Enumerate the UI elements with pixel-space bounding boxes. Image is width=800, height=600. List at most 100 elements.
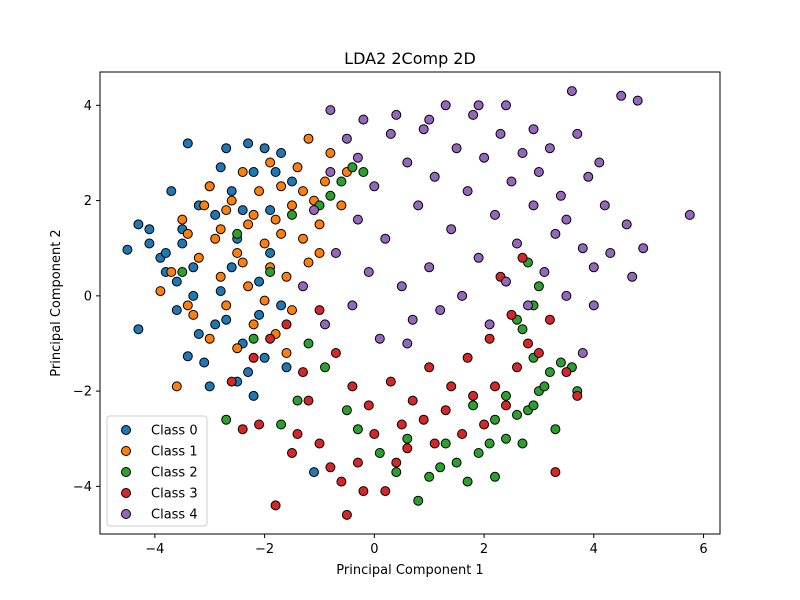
data-point <box>446 381 457 392</box>
data-point <box>374 448 385 458</box>
data-point <box>171 381 182 392</box>
legend-box <box>106 415 208 527</box>
data-point <box>550 228 561 239</box>
data-point <box>292 395 303 406</box>
data-point <box>440 438 451 449</box>
data-point <box>457 429 468 439</box>
data-point <box>298 281 308 292</box>
data-point <box>270 214 281 225</box>
data-point <box>182 138 193 149</box>
data-point <box>424 471 435 482</box>
data-point <box>248 167 259 177</box>
data-point <box>358 114 369 125</box>
data-point <box>215 224 226 235</box>
data-point <box>369 429 380 439</box>
data-point <box>528 124 539 135</box>
data-point <box>287 176 297 187</box>
data-point <box>276 228 287 239</box>
data-point <box>523 300 533 311</box>
data-point <box>177 238 188 249</box>
data-point <box>588 300 599 311</box>
data-point <box>594 157 605 168</box>
data-point <box>424 362 435 373</box>
data-point <box>188 290 199 301</box>
data-point <box>490 414 500 425</box>
data-point <box>446 224 457 235</box>
data-point <box>325 190 336 201</box>
data-point <box>402 157 413 168</box>
data-point <box>501 276 511 287</box>
data-point <box>479 152 490 163</box>
data-point <box>303 257 314 268</box>
data-point <box>550 424 561 435</box>
data-point <box>544 143 555 154</box>
data-point <box>270 167 281 177</box>
data-point <box>160 248 171 258</box>
data-point <box>495 128 506 139</box>
data-point <box>462 186 473 197</box>
data-point <box>314 248 325 258</box>
data-point <box>539 381 550 392</box>
legend-label: Class 3 <box>151 487 198 502</box>
data-point <box>561 290 572 301</box>
data-point <box>265 248 276 258</box>
data-point <box>259 295 270 306</box>
data-point <box>259 143 270 154</box>
x-tick-label: 6 <box>699 542 707 557</box>
data-point <box>199 357 210 368</box>
data-point <box>341 405 352 416</box>
x-axis-label: Principal Component 1 <box>336 563 483 578</box>
data-point <box>243 367 254 378</box>
data-point <box>528 200 539 211</box>
data-point <box>325 105 336 116</box>
data-point <box>566 86 577 97</box>
data-point <box>303 395 314 406</box>
data-point <box>314 438 325 449</box>
data-point <box>215 271 226 282</box>
data-point <box>501 400 511 411</box>
y-tick-label: −2 <box>73 385 92 400</box>
data-point <box>539 267 550 277</box>
data-point <box>144 238 155 249</box>
data-point <box>221 414 232 425</box>
data-point <box>314 305 325 316</box>
data-point <box>402 443 413 454</box>
data-point <box>484 333 495 344</box>
data-point <box>210 319 221 330</box>
y-axis: −4 −2 0 2 4 <box>73 99 100 495</box>
data-point <box>391 467 402 478</box>
data-point <box>512 362 522 373</box>
data-point <box>632 95 643 106</box>
data-point <box>374 333 385 344</box>
x-tick-label: 2 <box>480 542 488 557</box>
data-point <box>533 348 544 358</box>
data-point <box>572 390 583 401</box>
data-point <box>561 214 572 225</box>
data-point <box>122 244 133 255</box>
data-point <box>561 367 572 378</box>
data-point <box>226 186 237 197</box>
data-point <box>506 176 517 187</box>
data-point <box>210 209 221 220</box>
data-point <box>221 300 232 311</box>
data-point <box>380 486 391 497</box>
data-point <box>199 200 210 211</box>
data-point <box>407 314 418 325</box>
data-point <box>232 343 243 354</box>
data-point <box>391 109 402 120</box>
plot-frame <box>99 71 721 535</box>
data-point <box>517 438 528 449</box>
data-point <box>237 424 248 435</box>
y-tick-label: 4 <box>84 99 92 114</box>
data-point <box>621 219 632 230</box>
data-point <box>204 181 215 192</box>
data-point <box>490 381 500 392</box>
data-point <box>512 409 522 420</box>
data-point <box>352 424 363 435</box>
data-point <box>528 400 539 411</box>
data-point <box>341 133 352 144</box>
data-point <box>193 252 204 263</box>
data-point <box>341 509 352 520</box>
y-tick-label: −4 <box>73 480 92 495</box>
legend: Class 0 Class 1 Class 2 Class 3 Class 4 <box>106 415 208 527</box>
